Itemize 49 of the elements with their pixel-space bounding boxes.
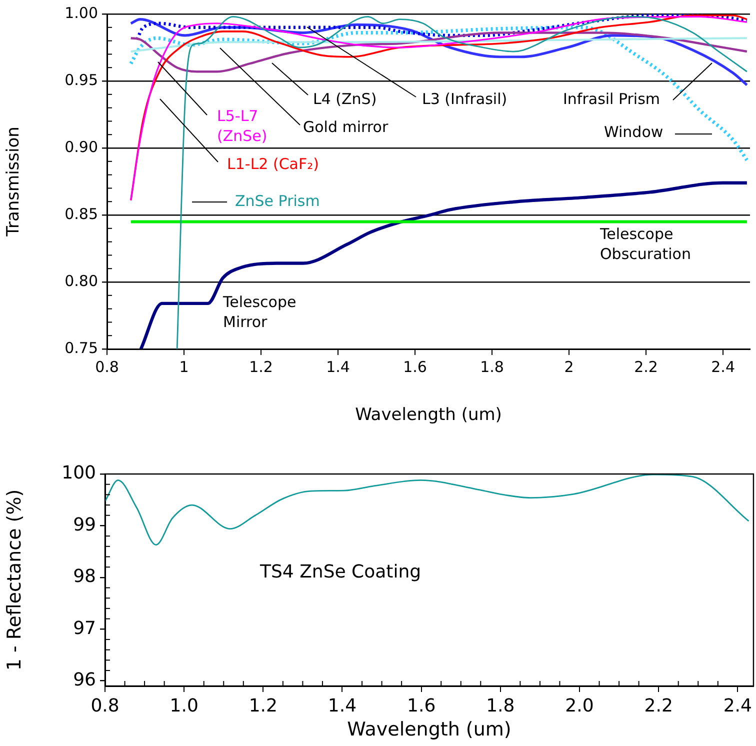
y-tick-label: 97 bbox=[73, 618, 96, 639]
series-label: Telescope Obscuration bbox=[599, 224, 691, 263]
y-tick-label: 100 bbox=[62, 462, 96, 484]
x-axis-title: Wavelength (um) bbox=[355, 405, 502, 426]
y-tick-label: 0.80 bbox=[64, 272, 98, 290]
y-tick-label: 0.85 bbox=[64, 204, 98, 223]
text: L3 (Infrasil) bbox=[422, 90, 508, 108]
x-tick-label: 1.2 bbox=[248, 695, 278, 716]
x-tick-label: 2.4 bbox=[711, 358, 735, 376]
text: Infrasil Prism bbox=[563, 90, 660, 108]
x-tick-label: 1.0 bbox=[170, 695, 198, 716]
x-tick-label: 2.0 bbox=[565, 695, 594, 716]
y-tick-label: 1.00 bbox=[64, 4, 98, 22]
y-axis-title: 1 - Reflectance (%) bbox=[3, 489, 26, 671]
x-tick-label: 1.2 bbox=[249, 358, 273, 376]
x-tick-label: 0.8 bbox=[90, 695, 120, 716]
text: L1-L2 (CaF₂) bbox=[227, 154, 319, 173]
x-tick-label: 1.4 bbox=[326, 358, 350, 376]
y-tick-label: 0.75 bbox=[64, 338, 98, 357]
text: L5-L7 (ZnSe) bbox=[217, 106, 268, 145]
x-tick-label: 1.8 bbox=[486, 695, 515, 716]
text: ZnSe Prism bbox=[235, 192, 320, 210]
line-series bbox=[130, 37, 748, 53]
series-label: Telescope Mirror bbox=[222, 292, 296, 331]
line-series bbox=[139, 181, 749, 349]
x-tick-label: 0.8 bbox=[95, 358, 119, 376]
text: TS4 ZnSe Coating bbox=[259, 562, 422, 583]
x-tick-label: 2.2 bbox=[634, 358, 658, 376]
x-tick-label: 1.6 bbox=[403, 358, 427, 376]
text: Gold mirror bbox=[303, 118, 389, 136]
x-tick-label: 1 bbox=[179, 358, 189, 376]
x-tick-label: 2 bbox=[564, 358, 574, 376]
y-axis-title: Transmission bbox=[4, 126, 24, 238]
line-series bbox=[176, 16, 748, 349]
text: Window bbox=[604, 122, 664, 141]
x-tick-label: 2.2 bbox=[644, 695, 673, 716]
x-tick-label: 1.8 bbox=[480, 358, 504, 376]
y-tick-label: 99 bbox=[73, 514, 96, 536]
x-tick-label: 1.4 bbox=[328, 695, 357, 716]
line-series bbox=[105, 474, 750, 546]
y-tick-label: 96 bbox=[73, 670, 96, 690]
y-tick-label: 98 bbox=[73, 566, 96, 588]
x-axis-title: Wavelength (um) bbox=[347, 718, 512, 741]
y-tick-label: 0.95 bbox=[64, 70, 98, 89]
text: L4 (ZnS) bbox=[313, 90, 377, 108]
x-tick-label: 2.4 bbox=[723, 695, 752, 716]
y-tick-label: 0.90 bbox=[64, 138, 98, 156]
line-series bbox=[130, 32, 748, 73]
x-tick-label: 1.6 bbox=[407, 695, 436, 716]
